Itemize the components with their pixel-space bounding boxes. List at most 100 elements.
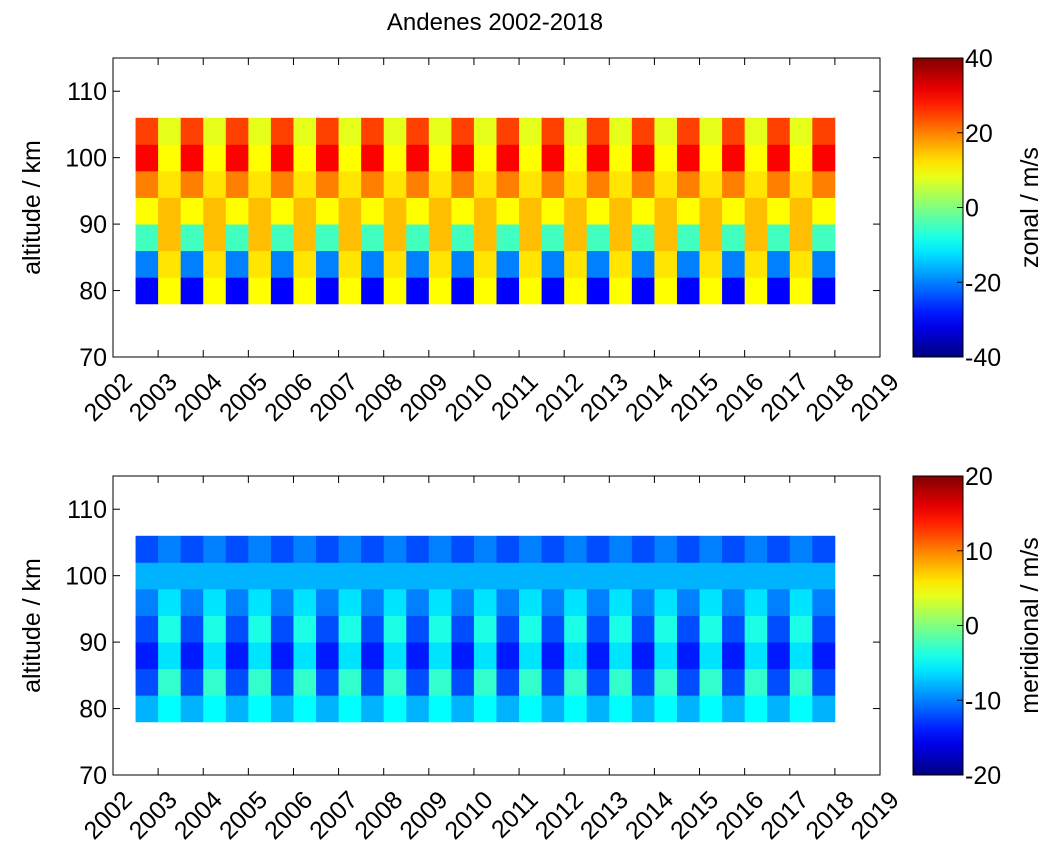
heatmap-cell	[270, 117, 294, 145]
heatmap-cell	[361, 117, 385, 145]
heatmap-cell	[473, 535, 497, 563]
heatmap-cell	[541, 642, 565, 670]
heatmap-cell	[428, 588, 452, 616]
heatmap-cell	[383, 250, 407, 278]
chart-title: Andenes 2002-2018	[387, 9, 603, 36]
heatmap-cell	[180, 250, 204, 278]
heatmap-cell	[609, 250, 633, 278]
heatmap-cell	[203, 642, 227, 670]
heatmap-cell	[451, 642, 475, 670]
heatmap-cell	[654, 668, 678, 696]
heatmap-cell	[519, 588, 543, 616]
heatmap-cell	[722, 615, 746, 643]
y-tick-label: 90	[79, 629, 107, 657]
heatmap-cell	[541, 224, 565, 252]
heatmap-cell	[722, 144, 746, 172]
heatmap-cell	[451, 277, 475, 305]
heatmap-cell	[428, 695, 452, 723]
heatmap-cell	[270, 277, 294, 305]
heatmap-cell	[496, 144, 520, 172]
heatmap-cell	[541, 170, 565, 198]
heatmap-cell	[316, 117, 339, 145]
heatmap-cell	[564, 117, 588, 145]
heatmap-cell	[383, 668, 407, 696]
heatmap-cell	[248, 588, 272, 616]
x-tick-label: 2015	[665, 786, 724, 845]
heatmap-cell	[203, 588, 227, 616]
heatmap-cell	[744, 117, 768, 145]
heatmap-cell	[270, 668, 294, 696]
heatmap-cell	[767, 117, 791, 145]
heatmap-cell	[158, 535, 182, 563]
heatmap-cell	[135, 615, 159, 643]
heatmap-cell	[248, 170, 272, 198]
x-tick-label: 2006	[259, 368, 318, 427]
heatmap-cell	[158, 117, 182, 145]
heatmap-cell	[406, 668, 430, 696]
heatmap-cell	[789, 117, 813, 145]
heatmap-cell	[203, 695, 227, 723]
heatmap-cell	[744, 277, 768, 305]
heatmap-cell	[135, 144, 159, 172]
heatmap-cell	[225, 642, 249, 670]
heatmap-cell	[767, 277, 791, 305]
heatmap-cell	[586, 144, 610, 172]
heatmap-cell	[225, 170, 249, 198]
heatmap-cell	[699, 277, 723, 305]
heatmap-cell	[586, 588, 610, 616]
heatmap-cell	[767, 170, 791, 198]
x-tick-label: 2006	[259, 786, 318, 845]
colorbar-tick-label: 20	[965, 463, 993, 491]
heatmap-cell	[451, 588, 475, 616]
x-tick-label: 2005	[214, 368, 273, 427]
x-tick-label: 2011	[486, 786, 544, 844]
heatmap-cell	[203, 615, 227, 643]
heatmap-cell	[722, 277, 746, 305]
heatmap-cell	[609, 535, 633, 563]
heatmap-cell	[451, 615, 475, 643]
heatmap-cell	[248, 668, 272, 696]
x-tick-label: 2003	[124, 368, 183, 427]
heatmap-cell	[338, 144, 362, 172]
x-tick-label: 2004	[169, 368, 228, 427]
heatmap-cell	[225, 588, 249, 616]
heatmap-cell	[586, 224, 610, 252]
heatmap-cell	[767, 250, 791, 278]
heatmap-cell	[541, 562, 565, 590]
colorbar-label: meridional / m/s	[1016, 537, 1044, 713]
heatmap-cell	[383, 224, 407, 252]
heatmap-cell	[293, 562, 317, 590]
heatmap-cell	[654, 117, 678, 145]
heatmap-cell	[541, 197, 565, 225]
heatmap-cell	[744, 170, 768, 198]
heatmap-cell	[564, 562, 588, 590]
heatmap-cell	[631, 197, 655, 225]
heatmap-cell	[812, 588, 836, 616]
x-tick-label: 2019	[846, 368, 905, 427]
heatmap-cell	[383, 170, 407, 198]
heatmap-cell	[631, 588, 655, 616]
heatmap-cell	[225, 250, 249, 278]
heatmap-cell	[564, 615, 588, 643]
heatmap-cell	[699, 170, 723, 198]
x-tick-label: 2010	[439, 786, 498, 845]
y-tick-label: 100	[65, 145, 107, 173]
heatmap-cell	[316, 277, 339, 305]
heatmap-cell	[654, 197, 678, 225]
heatmap-cell	[722, 695, 746, 723]
heatmap-cell	[293, 535, 317, 563]
heatmap-cell	[451, 562, 475, 590]
heatmap-cell	[428, 197, 452, 225]
x-tick-label: 2010	[439, 368, 498, 427]
heatmap-cell	[248, 277, 272, 305]
heatmap-cell	[519, 615, 543, 643]
heatmap-cell	[293, 277, 317, 305]
colorbar-tick-label: 40	[965, 45, 993, 73]
heatmap-cell	[338, 197, 362, 225]
x-tick-label: 2016	[710, 368, 769, 427]
heatmap-cell	[383, 642, 407, 670]
x-tick-label: 2018	[800, 786, 859, 845]
heatmap-cell	[225, 695, 249, 723]
